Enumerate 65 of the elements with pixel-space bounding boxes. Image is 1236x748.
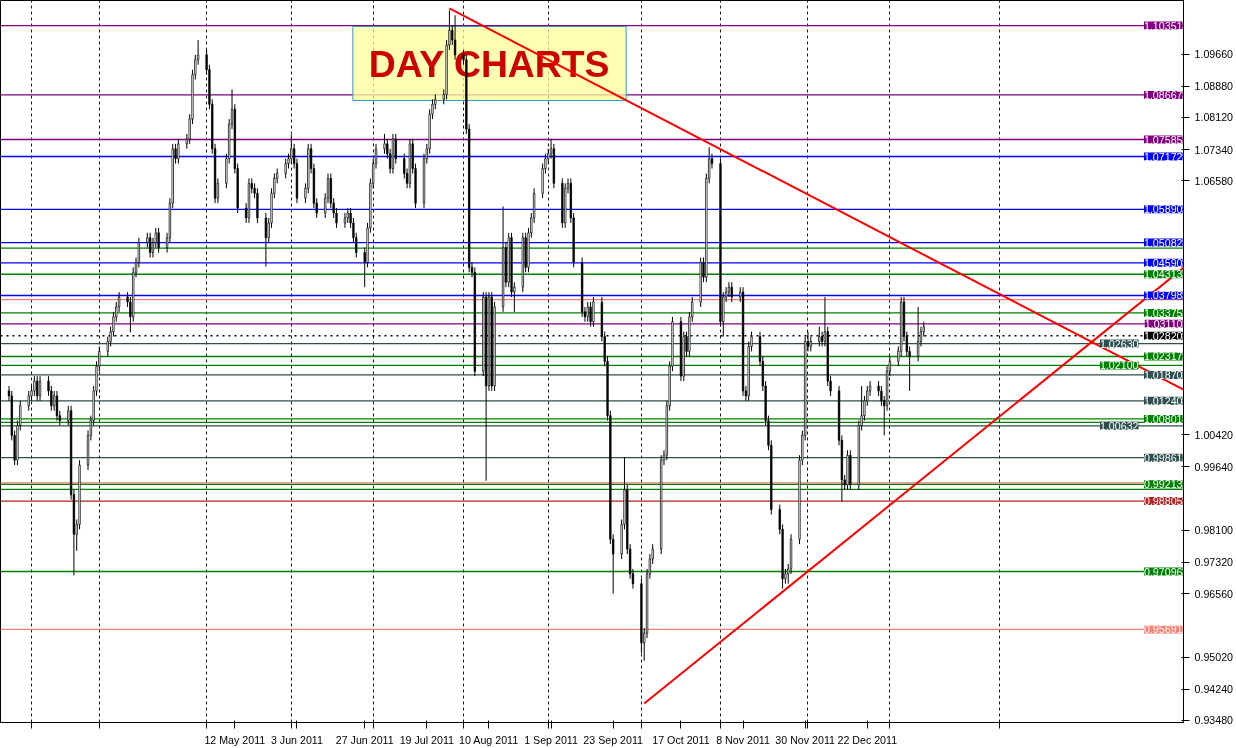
ref-line-label: 1.08667 [1143,88,1183,101]
ref-line-label: 1.05890 [1143,203,1183,216]
ref-line-label: 0.97096 [1143,565,1183,578]
candlestick [727,281,731,298]
y-tick-label: 1.08120 [1194,111,1234,124]
x-tick-label: 3 Jun 2011 [270,733,323,746]
y-tick-label: 0.98100 [1194,524,1234,537]
x-tick-label: 22 Dec 2011 [837,733,898,746]
x-tick-label: 10 Aug 2011 [459,733,519,746]
candlestick [36,375,39,402]
candlestick [149,232,152,258]
x-tick-label: 12 May 2011 [204,733,266,746]
ref-line-label: 1.02100 [1099,359,1139,372]
x-tick-label: 19 Jul 2011 [399,733,455,746]
ref-line-label: 1.02630 [1099,337,1139,350]
ref-line-label: 1.01870 [1143,368,1183,381]
candlestick [589,301,592,328]
y-tick-label: 1.09660 [1194,48,1234,61]
y-tick-label: 0.93480 [1194,714,1234,727]
y-tick-label: 0.94240 [1194,683,1234,696]
x-tick-label: 1 Sep 2011 [524,733,578,746]
ref-line-label: 1.03798 [1143,289,1183,302]
ref-line-label: 1.05082 [1143,236,1183,249]
ref-line-label: 1.02317 [1143,350,1183,363]
candlestick [586,301,589,323]
candlestick [38,375,42,402]
ref-line-label: 1.10351 [1143,19,1183,32]
candlestick [177,138,180,165]
candlestick [730,281,733,303]
candlestick [284,158,287,179]
ref-line-label: 1.01240 [1143,394,1183,407]
ref-line-label: 1.00632 [1099,419,1139,432]
candlestick [343,212,347,229]
candlestick [383,133,386,155]
ref-line-label: 0.99213 [1143,478,1183,491]
ref-line-label: 1.00801 [1143,412,1183,425]
y-tick-label: 0.97320 [1194,556,1234,569]
y-tick-label: 1.07340 [1194,143,1234,156]
x-tick-label: 17 Oct 2011 [652,733,710,746]
ref-line-label: 1.04313 [1143,268,1183,281]
ref-line-label: 1.04590 [1143,256,1183,269]
ref-line-label: 1.07585 [1143,133,1183,146]
y-tick-label: 0.96560 [1194,587,1234,600]
candlestick [55,390,59,422]
candlestick [290,134,293,165]
x-tick-label: 23 Sep 2011 [583,733,644,746]
ref-line-label: 0.98805 [1143,495,1183,508]
ref-line-label: 0.99861 [1143,451,1183,464]
y-tick-label: 0.99640 [1194,460,1234,473]
y-tick-label: 1.00420 [1194,428,1234,441]
y-tick-label: 0.95020 [1194,651,1234,664]
candlestick [916,306,920,362]
ref-line-label: 1.07172 [1143,150,1183,163]
ref-line-label: 1.03375 [1143,306,1183,319]
ref-line-label: 1.02820 [1143,329,1183,342]
candlestick [592,296,595,328]
candlestick [157,227,160,254]
x-tick-label: 27 Jun 2011 [335,733,394,746]
candlestick [264,212,268,268]
x-tick-label: 30 Nov 2011 [775,733,836,746]
ref-line-label: 1.03110 [1144,317,1183,330]
y-tick-label: 1.08880 [1194,80,1234,93]
y-tick-label: 1.06580 [1194,174,1234,187]
ref-line-label: 0.95691 [1143,623,1183,636]
x-tick-label: 8 Nov 2011 [716,733,770,746]
